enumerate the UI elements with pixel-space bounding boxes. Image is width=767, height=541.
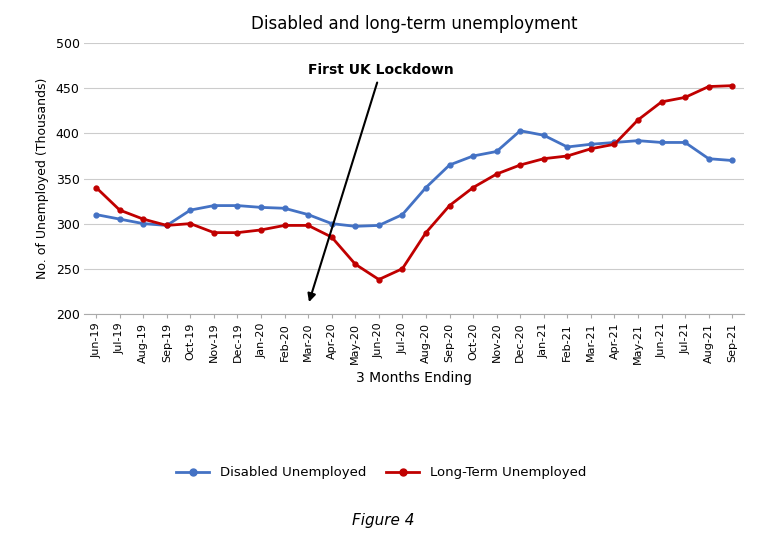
Long-Term Unemployed bbox=[680, 94, 690, 101]
Long-Term Unemployed bbox=[586, 146, 595, 152]
Long-Term Unemployed bbox=[91, 184, 100, 191]
Disabled Unemployed bbox=[304, 212, 313, 218]
Disabled Unemployed bbox=[634, 137, 643, 144]
Disabled Unemployed bbox=[351, 223, 360, 229]
Long-Term Unemployed bbox=[539, 155, 548, 162]
Long-Term Unemployed bbox=[445, 202, 454, 209]
Line: Disabled Unemployed: Disabled Unemployed bbox=[94, 128, 735, 229]
Long-Term Unemployed bbox=[634, 117, 643, 123]
Title: Disabled and long-term unemployment: Disabled and long-term unemployment bbox=[251, 15, 578, 34]
Long-Term Unemployed bbox=[233, 229, 242, 236]
Disabled Unemployed bbox=[374, 222, 384, 229]
Long-Term Unemployed bbox=[421, 229, 430, 236]
Disabled Unemployed bbox=[398, 212, 407, 218]
Disabled Unemployed bbox=[421, 184, 430, 191]
Disabled Unemployed bbox=[115, 216, 124, 222]
Long-Term Unemployed bbox=[704, 83, 713, 90]
Disabled Unemployed bbox=[186, 207, 195, 213]
Disabled Unemployed bbox=[256, 204, 265, 210]
Disabled Unemployed bbox=[280, 205, 289, 212]
Disabled Unemployed bbox=[91, 212, 100, 218]
Disabled Unemployed bbox=[563, 144, 572, 150]
Long-Term Unemployed bbox=[657, 98, 666, 105]
Long-Term Unemployed bbox=[139, 216, 148, 222]
X-axis label: 3 Months Ending: 3 Months Ending bbox=[356, 371, 472, 385]
Long-Term Unemployed bbox=[610, 141, 619, 148]
Disabled Unemployed bbox=[139, 220, 148, 227]
Long-Term Unemployed bbox=[728, 82, 737, 89]
Disabled Unemployed bbox=[539, 132, 548, 138]
Long-Term Unemployed bbox=[563, 153, 572, 159]
Disabled Unemployed bbox=[233, 202, 242, 209]
Long-Term Unemployed bbox=[186, 220, 195, 227]
Long-Term Unemployed bbox=[398, 266, 407, 272]
Long-Term Unemployed bbox=[374, 276, 384, 283]
Disabled Unemployed bbox=[586, 141, 595, 148]
Legend: Disabled Unemployed, Long-Term Unemployed: Disabled Unemployed, Long-Term Unemploye… bbox=[171, 461, 591, 485]
Long-Term Unemployed bbox=[351, 261, 360, 267]
Disabled Unemployed bbox=[610, 139, 619, 146]
Long-Term Unemployed bbox=[280, 222, 289, 229]
Long-Term Unemployed bbox=[162, 222, 171, 229]
Disabled Unemployed bbox=[515, 128, 525, 134]
Text: First UK Lockdown: First UK Lockdown bbox=[308, 63, 454, 300]
Long-Term Unemployed bbox=[327, 234, 336, 240]
Long-Term Unemployed bbox=[304, 222, 313, 229]
Line: Long-Term Unemployed: Long-Term Unemployed bbox=[94, 83, 735, 282]
Long-Term Unemployed bbox=[256, 227, 265, 233]
Disabled Unemployed bbox=[657, 139, 666, 146]
Disabled Unemployed bbox=[209, 202, 219, 209]
Disabled Unemployed bbox=[327, 220, 336, 227]
Long-Term Unemployed bbox=[469, 184, 478, 191]
Disabled Unemployed bbox=[704, 155, 713, 162]
Long-Term Unemployed bbox=[515, 162, 525, 168]
Long-Term Unemployed bbox=[115, 207, 124, 213]
Disabled Unemployed bbox=[162, 222, 171, 229]
Disabled Unemployed bbox=[728, 157, 737, 164]
Long-Term Unemployed bbox=[492, 171, 501, 177]
Long-Term Unemployed bbox=[209, 229, 219, 236]
Disabled Unemployed bbox=[469, 153, 478, 159]
Disabled Unemployed bbox=[492, 148, 501, 155]
Text: Figure 4: Figure 4 bbox=[352, 513, 415, 528]
Disabled Unemployed bbox=[445, 162, 454, 168]
Disabled Unemployed bbox=[680, 139, 690, 146]
Y-axis label: No. of Unemployed (Thousands): No. of Unemployed (Thousands) bbox=[35, 78, 48, 279]
